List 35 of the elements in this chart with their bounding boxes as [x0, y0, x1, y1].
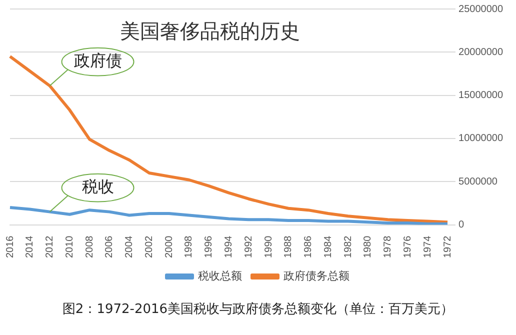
y-tick-label: 25000000 [458, 4, 504, 15]
x-tick-label: 2000 [164, 235, 175, 258]
x-tick-label: 2008 [84, 235, 96, 258]
x-tick-label: 1976 [402, 235, 414, 258]
x-tick-label: 1986 [303, 235, 314, 258]
x-tick-label: 1990 [263, 235, 274, 258]
y-tick-label: 15000000 [458, 90, 504, 102]
x-tick-label: 2016 [4, 235, 16, 258]
y-tick-label: 0 [458, 220, 465, 231]
x-tick-label: 1972 [442, 235, 454, 258]
x-tick-label: 2004 [124, 235, 136, 258]
x-tick-label: 1992 [243, 235, 254, 258]
legend-label: 税收总额 [198, 270, 242, 283]
x-tick-label: 1996 [204, 235, 215, 258]
x-tick-label: 2012 [44, 235, 56, 258]
caption: 图2：1972-2016美国税收与政府债务总额变化（单位：百万美元） [61, 301, 455, 318]
x-tick-label: 1988 [283, 235, 294, 258]
x-tick-label: 1974 [422, 235, 434, 258]
x-tick-label: 1978 [382, 235, 394, 258]
x-tick-label: 2002 [144, 235, 155, 258]
x-tick-label: 1998 [184, 235, 195, 258]
x-tick-label: 1982 [342, 235, 354, 258]
y-tick-label: 5000000 [458, 176, 498, 188]
x-tick-label: 1980 [362, 235, 374, 258]
x-tick-label: 2006 [104, 235, 116, 258]
annotation: 美国奢侈品税的历史 [120, 18, 300, 45]
y-tick-label: 20000000 [458, 46, 504, 58]
x-tick-label: 1984 [322, 235, 334, 258]
y-tick-label: 10000000 [458, 133, 504, 144]
annotation: 税收 [82, 178, 114, 196]
x-tick-label: 1994 [224, 235, 235, 258]
x-tick-label: 2014 [24, 235, 36, 258]
annotation: 政府债 [74, 52, 122, 70]
x-tick-label: 2010 [64, 235, 76, 258]
legend-label: 政府债务总额 [284, 270, 350, 283]
